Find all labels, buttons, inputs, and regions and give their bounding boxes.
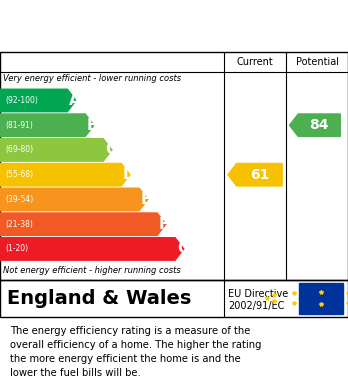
Text: 61: 61 — [250, 168, 269, 182]
Text: C: C — [105, 142, 116, 158]
Text: England & Wales: England & Wales — [7, 289, 191, 308]
Text: G: G — [177, 242, 189, 256]
Text: (81-91): (81-91) — [5, 121, 33, 130]
Polygon shape — [0, 238, 184, 260]
Text: Energy Efficiency Rating: Energy Efficiency Rating — [50, 17, 298, 35]
Polygon shape — [0, 163, 130, 186]
Text: A: A — [69, 93, 81, 108]
Text: D: D — [123, 167, 136, 182]
Polygon shape — [0, 139, 112, 161]
Text: The energy efficiency rating is a measure of the
overall efficiency of a home. T: The energy efficiency rating is a measur… — [10, 326, 262, 378]
Polygon shape — [0, 89, 76, 112]
Text: (69-80): (69-80) — [5, 145, 33, 154]
Text: F: F — [159, 217, 169, 232]
Bar — [299, 283, 343, 314]
Text: 84: 84 — [309, 118, 329, 132]
Polygon shape — [290, 114, 340, 136]
Text: Not energy efficient - higher running costs: Not energy efficient - higher running co… — [3, 266, 181, 275]
Polygon shape — [0, 114, 94, 136]
Text: (21-38): (21-38) — [5, 220, 33, 229]
Text: (1-20): (1-20) — [5, 244, 28, 253]
Polygon shape — [0, 188, 148, 211]
Text: Very energy efficient - lower running costs: Very energy efficient - lower running co… — [3, 74, 182, 83]
Polygon shape — [228, 163, 282, 186]
Text: E: E — [141, 192, 151, 207]
Text: Current: Current — [237, 57, 274, 67]
Polygon shape — [0, 213, 166, 235]
Text: (39-54): (39-54) — [5, 195, 33, 204]
Text: (55-68): (55-68) — [5, 170, 33, 179]
Text: 2002/91/EC: 2002/91/EC — [228, 301, 284, 311]
Text: B: B — [87, 118, 99, 133]
Text: Potential: Potential — [295, 57, 339, 67]
Text: EU Directive: EU Directive — [228, 289, 288, 299]
Text: (92-100): (92-100) — [5, 96, 38, 105]
